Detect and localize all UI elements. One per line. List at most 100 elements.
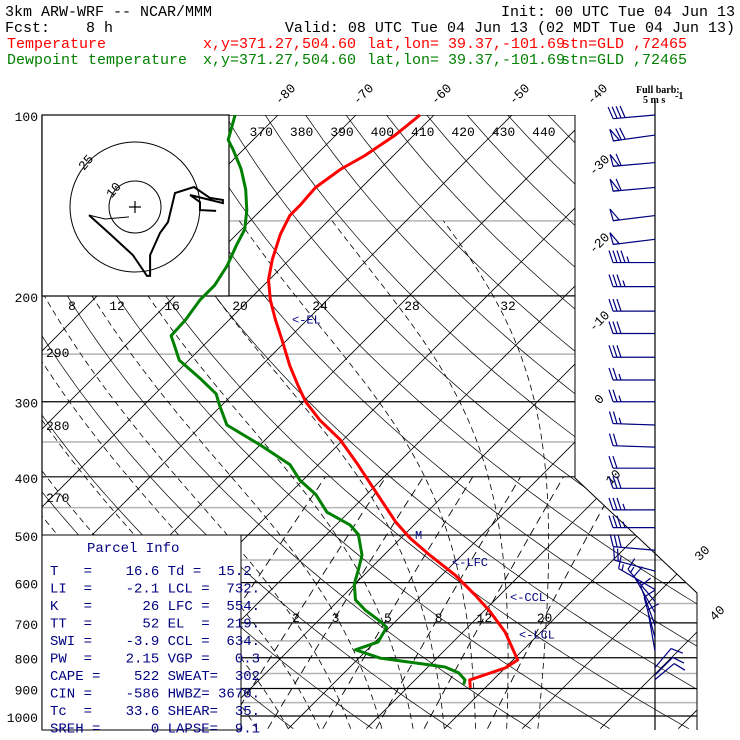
dewpoint-xy: x,y=371.27,504.60	[203, 52, 356, 69]
barb-full	[612, 250, 618, 263]
theta-label: 390	[330, 125, 353, 140]
barb-flag	[609, 178, 621, 192]
wind-barb	[608, 476, 655, 489]
pressure-tick-label: 100	[15, 110, 38, 125]
barb-shaft	[640, 585, 656, 626]
dry-adiabat	[184, 115, 697, 730]
parcel-info-title: Parcel Info	[87, 541, 179, 557]
dry-adiabat	[587, 115, 697, 730]
kts-row-label: 12	[109, 299, 125, 314]
dry-adiabat	[224, 115, 697, 730]
theta-label: 430	[492, 125, 515, 140]
barb-half	[622, 280, 626, 287]
barb-full	[612, 476, 618, 489]
barb-full	[608, 515, 614, 528]
wind-barb	[647, 603, 660, 652]
barb-shaft	[613, 546, 656, 551]
barb-full	[615, 178, 622, 191]
barb-full	[616, 298, 622, 312]
parcel-info-row: Tc = 33.6 SHEAR= 35.	[50, 704, 260, 720]
dewpoint-station: stn=GLD ,72465	[561, 52, 687, 69]
temperature-legend: Temperature	[7, 36, 106, 53]
wind-barb	[609, 127, 656, 142]
model-title: 3km ARW-WRF -- NCAR/MMM	[5, 4, 212, 21]
barb-half	[618, 395, 622, 402]
isotherm-label: -20	[586, 230, 613, 257]
barb-legend-line2: 5 m s	[643, 95, 665, 106]
barb-full	[627, 558, 636, 570]
temperature-curve	[267, 113, 520, 689]
isotherm-label: -50	[506, 81, 533, 108]
mixing-ratio-line	[267, 476, 424, 729]
barb-full	[619, 127, 626, 140]
pressure-tick-label: 200	[15, 291, 38, 306]
theta-label: 420	[451, 125, 474, 140]
wind-barb	[608, 274, 655, 288]
wind-barb	[609, 534, 656, 551]
barb-shaft	[633, 575, 656, 613]
mixing-ratio-label: 2	[292, 611, 300, 626]
dry-adiabat	[42, 115, 610, 730]
barb-full	[670, 647, 684, 654]
parcel-info-row: PW = 2.15 VGP = 0.3	[50, 652, 260, 668]
mixing-ratio-line	[225, 476, 387, 729]
mixing-ratio-line	[423, 476, 564, 729]
temperature-xy: x,y=371.27,504.60	[203, 36, 356, 53]
isotherm	[444, 115, 697, 729]
barb-shaft	[613, 161, 656, 167]
wind-barb	[608, 456, 655, 469]
pressure-tick-label: 900	[15, 683, 38, 698]
barb-full	[616, 548, 619, 562]
isotherm-label: 30	[692, 543, 714, 565]
theta-label: 370	[250, 125, 273, 140]
mixing-ratio-label: 3	[332, 611, 340, 626]
temperature-station: stn=GLD ,72465	[561, 36, 687, 53]
barb-half	[622, 503, 626, 511]
kts-row-label: 28	[404, 299, 420, 314]
level-annotations: <-EL M <-LFC <-CCL <-LCL	[292, 314, 555, 643]
mixing-ratio-line	[487, 476, 621, 729]
barb-full	[611, 106, 618, 119]
barb-shaft	[613, 186, 656, 192]
kts-row-label: 24	[312, 299, 328, 314]
dewpoint-legend: Dewpoint temperature	[7, 52, 187, 69]
theta-label: 280	[46, 419, 69, 434]
barb-full	[608, 345, 614, 358]
barb-full	[618, 556, 622, 569]
dry-adiabat	[143, 115, 697, 730]
barb-half	[618, 373, 622, 381]
barb-full	[608, 321, 614, 334]
isotherm	[42, 115, 384, 729]
barb-shaft	[613, 134, 656, 142]
barb-flag	[609, 154, 621, 167]
barb-full	[612, 274, 618, 287]
barb-full	[612, 321, 618, 334]
wind-barb	[607, 105, 656, 120]
hodograph-center-cross	[129, 201, 141, 213]
wind-barb	[608, 497, 655, 511]
parcel-info-row: LI = -2.1 LCL = 732.	[50, 582, 260, 598]
wind-barb	[654, 647, 684, 669]
barb-full	[643, 589, 656, 598]
isotherm	[522, 115, 697, 729]
mixing-ratio-label: 5	[384, 611, 392, 626]
wind-barb	[608, 250, 655, 264]
barb-flag	[609, 232, 621, 246]
wind-barb	[613, 547, 656, 572]
barb-full	[608, 250, 614, 263]
barb-full	[616, 250, 622, 263]
wind-barb	[608, 367, 655, 381]
dry-adiabat	[63, 115, 689, 730]
barb-half	[621, 564, 624, 571]
moist-adiabat	[42, 220, 352, 729]
barb-half	[618, 417, 622, 425]
pressure-tick-label: 1000	[7, 711, 38, 726]
mixing-ratio-label: 20	[537, 611, 553, 626]
mixing-ratio-label: 8	[435, 611, 443, 626]
isotherm-label: -30	[586, 152, 613, 179]
wind-barb	[654, 656, 685, 676]
barb-half	[630, 566, 635, 573]
barb-legend-line1: Full barb:	[636, 85, 680, 96]
parcel-info-row: TT = 52 EL = 219.	[50, 617, 260, 633]
